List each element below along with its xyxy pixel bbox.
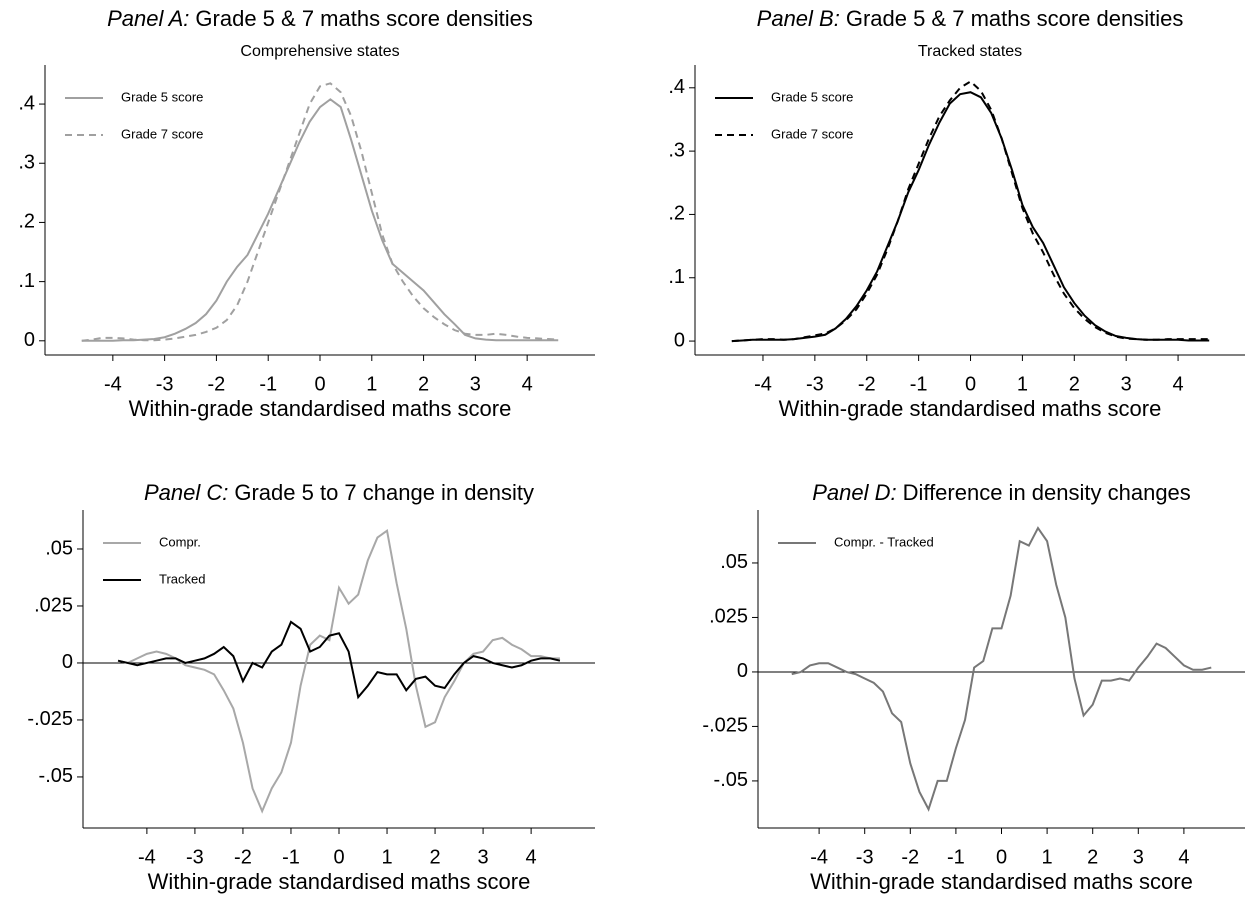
x-tick-label: 4 bbox=[526, 846, 537, 868]
chart-title: Panel B: Grade 5 & 7 maths score densitie… bbox=[757, 6, 1184, 31]
x-tick-label: -4 bbox=[754, 373, 772, 395]
y-tick-label: -.025 bbox=[27, 708, 73, 730]
y-tick-label: .05 bbox=[45, 537, 73, 559]
y-tick-label: .2 bbox=[18, 211, 35, 233]
panel: Panel D: Difference in density changes -.0… bbox=[702, 480, 1245, 894]
x-axis-label: Within-grade standardised maths score bbox=[129, 396, 512, 421]
data-line bbox=[117, 529, 560, 814]
x-tick-label: -4 bbox=[810, 846, 828, 868]
x-axis-label: Within-grade standardised maths score bbox=[148, 869, 531, 894]
chart-subtitle: Comprehensive states bbox=[240, 43, 399, 60]
x-tick-label: 3 bbox=[470, 373, 481, 395]
data-line bbox=[791, 526, 1212, 812]
x-tick-label: -3 bbox=[856, 846, 874, 868]
y-tick-label: .2 bbox=[668, 203, 685, 225]
legend-label: Grade 5 score bbox=[121, 89, 203, 104]
legend-label: Compr. bbox=[159, 534, 201, 549]
y-tick-label: .025 bbox=[34, 594, 73, 616]
chart-title: Panel A: Grade 5 & 7 maths score densitie… bbox=[107, 6, 533, 31]
x-tick-label: 2 bbox=[1069, 373, 1080, 395]
y-tick-label: .05 bbox=[720, 551, 748, 573]
y-tick-label: .3 bbox=[668, 139, 685, 161]
x-tick-label: -4 bbox=[138, 846, 156, 868]
x-tick-label: -3 bbox=[806, 373, 824, 395]
x-tick-label: -3 bbox=[156, 373, 174, 395]
data-line bbox=[81, 98, 559, 342]
x-tick-label: -1 bbox=[947, 846, 965, 868]
data-line bbox=[731, 80, 1210, 343]
x-tick-label: -4 bbox=[104, 373, 122, 395]
title-text: Grade 5 to 7 change in density bbox=[234, 480, 534, 505]
panel: Panel C: Grade 5 to 7 change in density -.… bbox=[27, 480, 595, 894]
x-tick-label: -1 bbox=[259, 373, 277, 395]
x-tick-label: 2 bbox=[1087, 846, 1098, 868]
x-tick-label: 3 bbox=[1133, 846, 1144, 868]
y-tick-label: .025 bbox=[709, 606, 748, 628]
panel: Panel A: Grade 5 & 7 maths score densitie… bbox=[18, 6, 595, 421]
y-tick-label: .1 bbox=[668, 266, 685, 288]
x-tick-label: -1 bbox=[910, 373, 928, 395]
x-tick-label: 4 bbox=[1173, 373, 1184, 395]
y-tick-label: .4 bbox=[18, 92, 35, 114]
legend-label: Grade 7 score bbox=[771, 126, 853, 141]
x-tick-label: 2 bbox=[418, 373, 429, 395]
y-tick-label: -.05 bbox=[39, 765, 73, 787]
x-tick-label: 0 bbox=[333, 846, 344, 868]
panel: Panel B: Grade 5 & 7 maths score densitie… bbox=[668, 6, 1245, 421]
x-tick-label: 1 bbox=[366, 373, 377, 395]
title-prefix: Panel D: bbox=[812, 480, 896, 505]
y-tick-label: -.05 bbox=[714, 769, 748, 791]
y-tick-label: .4 bbox=[668, 76, 685, 98]
y-tick-label: 0 bbox=[62, 651, 73, 673]
x-tick-label: -2 bbox=[901, 846, 919, 868]
title-text: Grade 5 & 7 maths score densities bbox=[846, 6, 1184, 31]
data-line bbox=[117, 620, 561, 700]
x-tick-label: 3 bbox=[478, 846, 489, 868]
y-tick-label: 0 bbox=[674, 329, 685, 351]
y-tick-label: 0 bbox=[737, 660, 748, 682]
chart-title: Panel D: Difference in density changes bbox=[812, 480, 1191, 505]
x-tick-label: 0 bbox=[314, 373, 325, 395]
y-tick-label: .1 bbox=[18, 270, 35, 292]
x-tick-label: 1 bbox=[1042, 846, 1053, 868]
chart-title: Panel C: Grade 5 to 7 change in density bbox=[144, 480, 534, 505]
x-tick-label: 2 bbox=[429, 846, 440, 868]
legend-label: Compr. - Tracked bbox=[834, 534, 934, 549]
x-tick-label: -2 bbox=[858, 373, 876, 395]
y-tick-label: -.025 bbox=[702, 715, 748, 737]
chart-subtitle: Tracked states bbox=[918, 43, 1022, 60]
x-tick-label: 0 bbox=[996, 846, 1007, 868]
x-tick-label: 4 bbox=[522, 373, 533, 395]
x-tick-label: 4 bbox=[1178, 846, 1189, 868]
x-tick-label: -1 bbox=[282, 846, 300, 868]
x-tick-label: -3 bbox=[186, 846, 204, 868]
title-prefix: Panel A: bbox=[107, 6, 189, 31]
x-tick-label: 1 bbox=[1017, 373, 1028, 395]
legend-label: Grade 5 score bbox=[771, 89, 853, 104]
title-prefix: Panel C: bbox=[144, 480, 228, 505]
x-tick-label: 1 bbox=[381, 846, 392, 868]
title-prefix: Panel B: bbox=[757, 6, 840, 31]
x-tick-label: 3 bbox=[1121, 373, 1132, 395]
y-tick-label: .3 bbox=[18, 152, 35, 174]
x-tick-label: -2 bbox=[208, 373, 226, 395]
x-tick-label: 0 bbox=[965, 373, 976, 395]
x-tick-label: -2 bbox=[234, 846, 252, 868]
y-tick-label: 0 bbox=[24, 329, 35, 351]
data-line bbox=[81, 82, 559, 342]
x-axis-label: Within-grade standardised maths score bbox=[810, 869, 1193, 894]
title-text: Grade 5 & 7 maths score densities bbox=[195, 6, 533, 31]
legend-label: Tracked bbox=[159, 571, 205, 586]
title-text: Difference in density changes bbox=[903, 480, 1191, 505]
legend-label: Grade 7 score bbox=[121, 126, 203, 141]
x-axis-label: Within-grade standardised maths score bbox=[779, 396, 1162, 421]
